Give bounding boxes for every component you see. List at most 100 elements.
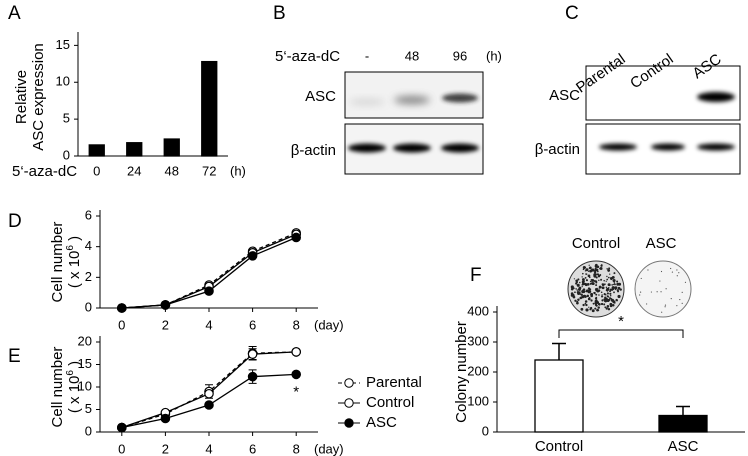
colony xyxy=(573,278,576,280)
error-bar xyxy=(676,405,690,416)
y-axis-unit-part: ( x 10 xyxy=(66,376,83,414)
colony xyxy=(593,291,595,294)
colony xyxy=(579,281,581,284)
colony xyxy=(584,300,588,303)
colony xyxy=(661,311,663,313)
colony xyxy=(606,292,609,295)
series-line xyxy=(121,233,297,309)
x-tick-label: 0 xyxy=(118,441,125,456)
panel-label: C xyxy=(565,3,579,24)
colony xyxy=(588,288,591,291)
y-tick-label: 0 xyxy=(63,147,70,162)
x-tick-label: 8 xyxy=(293,441,300,456)
colony xyxy=(598,279,600,282)
x-tick-label: 6 xyxy=(249,317,256,332)
y-tick-label: 20 xyxy=(78,333,92,348)
y-tick-label: 10 xyxy=(78,378,92,393)
colony xyxy=(607,296,610,298)
y-axis-unit-part: ) xyxy=(66,236,83,245)
colony xyxy=(610,288,614,291)
y-tick-label: 5 xyxy=(85,401,92,416)
colony xyxy=(578,286,582,290)
colony xyxy=(584,276,587,279)
colony xyxy=(593,274,595,276)
colony xyxy=(606,278,609,281)
bar xyxy=(658,414,708,433)
y-axis-unit-part: ( x 10 xyxy=(66,251,83,289)
colony xyxy=(603,303,606,306)
colony xyxy=(615,287,618,289)
x-axis-unit: (h) xyxy=(230,163,246,178)
colony xyxy=(665,288,667,290)
colony xyxy=(585,279,588,282)
colony xyxy=(575,288,577,290)
colony xyxy=(596,287,598,290)
colony xyxy=(585,268,589,272)
y-axis-label: ASC expression xyxy=(30,43,47,151)
colony xyxy=(614,288,617,291)
colony xyxy=(598,285,602,289)
colony xyxy=(575,282,578,285)
y-axis-unit-part: 6 xyxy=(65,245,76,251)
plate-label: Control xyxy=(572,235,620,252)
colony xyxy=(591,282,595,286)
colony xyxy=(605,280,607,282)
colony xyxy=(616,299,618,302)
band xyxy=(349,99,385,105)
y-tick-label: 300 xyxy=(467,333,489,348)
colony xyxy=(595,284,598,287)
y-tick-label: 2 xyxy=(85,269,92,284)
colony xyxy=(610,298,612,300)
colony xyxy=(584,302,587,305)
colony xyxy=(601,294,603,296)
colony xyxy=(613,282,616,284)
colony xyxy=(576,290,580,294)
colony xyxy=(609,304,613,308)
row-label: ASC xyxy=(305,88,336,105)
y-tick-label: 0 xyxy=(85,299,92,314)
colony xyxy=(600,278,603,281)
bar xyxy=(534,359,584,433)
colony xyxy=(613,291,615,294)
colony xyxy=(591,309,595,313)
colony xyxy=(596,308,599,312)
colony xyxy=(595,293,598,296)
colony xyxy=(605,286,608,289)
data-point xyxy=(204,400,214,410)
colonies xyxy=(570,263,687,313)
x-tick-label: 2 xyxy=(162,441,169,456)
significance-bracket xyxy=(558,329,684,338)
panel-label: F xyxy=(470,265,482,286)
panel-label: B xyxy=(273,3,286,24)
colony xyxy=(660,270,663,273)
colony xyxy=(616,280,619,283)
colony xyxy=(585,290,588,293)
x-tick-label: ASC xyxy=(668,438,699,455)
band xyxy=(442,93,478,103)
colony xyxy=(670,267,672,270)
colony xyxy=(580,307,584,311)
y-axis-label: Cell number xyxy=(49,347,66,428)
colony xyxy=(595,280,598,283)
data-point xyxy=(117,303,127,313)
treatment-label: 5‘-aza-dC xyxy=(275,48,340,65)
band xyxy=(394,96,430,104)
x-tick-label: 24 xyxy=(127,163,141,178)
colony xyxy=(681,302,683,304)
colony xyxy=(589,266,592,270)
band xyxy=(697,143,735,151)
colony xyxy=(601,264,603,266)
colony xyxy=(585,273,587,275)
data-point xyxy=(204,388,214,399)
data-point xyxy=(204,286,214,296)
colony xyxy=(639,291,642,293)
colony xyxy=(679,298,681,301)
colony xyxy=(595,268,599,272)
colony xyxy=(586,294,590,298)
colony xyxy=(589,280,592,283)
colony xyxy=(590,299,593,302)
colony xyxy=(606,275,608,278)
band xyxy=(348,143,386,153)
colony xyxy=(660,291,662,293)
colony xyxy=(597,303,600,306)
